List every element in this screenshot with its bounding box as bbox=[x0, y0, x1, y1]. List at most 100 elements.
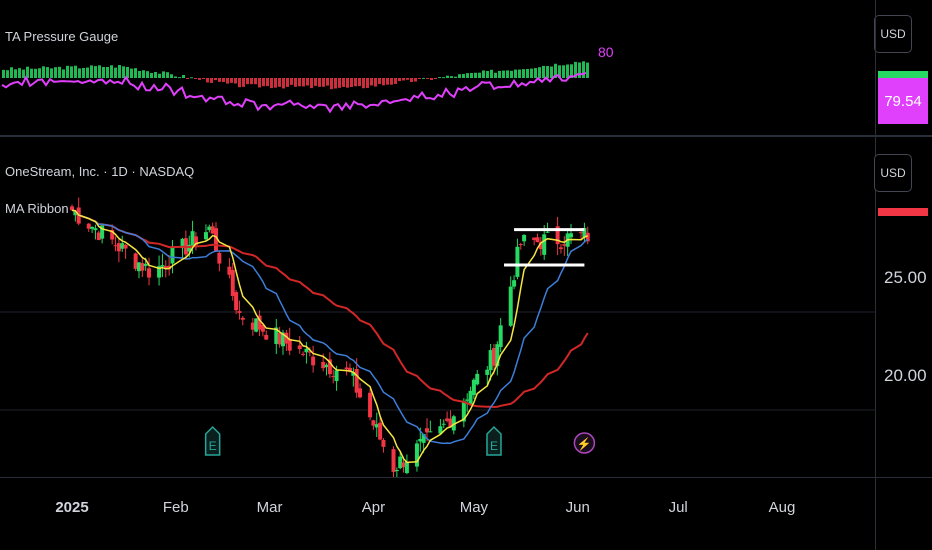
gauge-bar bbox=[18, 68, 21, 78]
gauge-bar bbox=[410, 78, 413, 83]
candle-up bbox=[471, 379, 476, 396]
candle-up bbox=[254, 318, 259, 332]
candle-down bbox=[260, 324, 265, 332]
candle-up bbox=[488, 350, 493, 371]
gauge-bar bbox=[118, 65, 121, 78]
gauge-bar bbox=[246, 78, 249, 85]
gauge-bar bbox=[482, 70, 485, 78]
gauge-bar bbox=[286, 78, 289, 87]
svg-text:E: E bbox=[209, 439, 217, 453]
gauge-bar bbox=[166, 72, 169, 78]
gauge-bar bbox=[318, 78, 321, 87]
candle-down bbox=[147, 268, 152, 278]
gauge-bar bbox=[250, 78, 253, 85]
candle-down bbox=[344, 367, 349, 370]
candle-up bbox=[90, 226, 95, 229]
candle-up bbox=[136, 262, 141, 272]
gauge-bar bbox=[154, 71, 157, 78]
price-tick-20: 20.00 bbox=[884, 366, 927, 385]
candle-down bbox=[230, 269, 235, 296]
candle-down bbox=[538, 242, 543, 250]
candle-down bbox=[391, 449, 396, 472]
gauge-bar bbox=[170, 74, 173, 78]
gauge-bar bbox=[402, 78, 405, 81]
candle-up bbox=[569, 233, 574, 238]
gauge-bar bbox=[62, 69, 65, 78]
candle-down bbox=[558, 247, 563, 249]
gauge-bar bbox=[398, 78, 401, 82]
gauge-bar bbox=[314, 78, 317, 86]
gauge-bar bbox=[358, 78, 361, 87]
candle-down bbox=[307, 351, 312, 353]
gauge-bar bbox=[462, 73, 465, 78]
gauge-bar bbox=[114, 67, 117, 78]
gauge-bar bbox=[518, 69, 521, 78]
gauge-bar bbox=[414, 78, 417, 82]
gauge-bar bbox=[110, 65, 113, 78]
gauge-bar bbox=[354, 78, 357, 87]
candle-up bbox=[334, 370, 339, 382]
gauge-bar bbox=[510, 70, 513, 78]
gauge-bar bbox=[190, 77, 193, 79]
x-tick-label: Apr bbox=[361, 499, 386, 516]
indicator-axis-tag: 79.54 bbox=[878, 78, 928, 124]
gauge-bar bbox=[370, 78, 373, 86]
candle-up bbox=[394, 469, 399, 472]
gauge-bar bbox=[338, 78, 341, 88]
candle-up bbox=[545, 231, 550, 233]
gauge-bar bbox=[290, 78, 293, 85]
candle-down bbox=[167, 265, 172, 270]
gauge-bar bbox=[158, 73, 161, 78]
candle-up bbox=[414, 443, 419, 467]
gauge-bar bbox=[374, 78, 377, 87]
x-tick-label: Mar bbox=[256, 499, 283, 516]
candle-up bbox=[438, 426, 443, 434]
gauge-bar bbox=[294, 78, 297, 87]
pane-separator bbox=[0, 135, 932, 137]
split-icon[interactable]: ⚡ bbox=[573, 432, 596, 454]
gauge-bar bbox=[282, 78, 285, 89]
gauge-bar bbox=[26, 66, 29, 78]
gauge-bar bbox=[566, 64, 569, 78]
candle-up bbox=[542, 234, 547, 255]
candle-up bbox=[203, 232, 208, 240]
candle-up bbox=[100, 225, 105, 239]
gauge-bar bbox=[206, 78, 209, 83]
gauge-bar bbox=[386, 78, 389, 85]
ma-ribbon-legend[interactable]: MA Ribbon bbox=[5, 201, 69, 216]
gauge-bar bbox=[330, 78, 333, 90]
candle-down bbox=[133, 253, 138, 269]
indicator-pane bbox=[1, 61, 589, 114]
gauge-bar bbox=[2, 69, 5, 78]
candle-down bbox=[371, 420, 376, 426]
gauge-bar bbox=[266, 78, 269, 87]
currency-button-indicator[interactable]: USD bbox=[874, 15, 912, 53]
gauge-bar bbox=[74, 65, 77, 78]
earnings-icon[interactable]: E bbox=[486, 425, 502, 456]
candle-up bbox=[404, 461, 409, 474]
gauge-bar bbox=[94, 66, 97, 78]
gauge-bar bbox=[438, 77, 441, 79]
indicator-last-value: 80 bbox=[598, 44, 614, 60]
gauge-bar bbox=[506, 70, 509, 78]
gauge-bar bbox=[174, 76, 177, 78]
gauge-bar bbox=[458, 74, 461, 78]
ma-slow-line bbox=[71, 209, 589, 409]
gauge-line bbox=[1, 71, 587, 114]
gauge-bar bbox=[342, 78, 345, 87]
candle-up bbox=[515, 246, 520, 277]
gauge-bar bbox=[446, 75, 449, 78]
candle-down bbox=[240, 317, 245, 320]
ma-fast-line bbox=[71, 209, 589, 464]
candle-up bbox=[495, 344, 500, 367]
currency-button-main[interactable]: USD bbox=[874, 154, 912, 192]
symbol-legend[interactable]: OneStream, Inc. · 1D · NASDAQ bbox=[5, 164, 195, 179]
gauge-bar bbox=[46, 67, 49, 78]
gauge-bar bbox=[498, 70, 501, 78]
indicator-green-marker bbox=[878, 71, 928, 78]
candle-down bbox=[491, 348, 496, 366]
gauge-bar bbox=[558, 65, 561, 78]
gauge-bar bbox=[350, 78, 353, 88]
earnings-icon[interactable]: E bbox=[204, 425, 221, 456]
gauge-bar bbox=[418, 78, 421, 80]
